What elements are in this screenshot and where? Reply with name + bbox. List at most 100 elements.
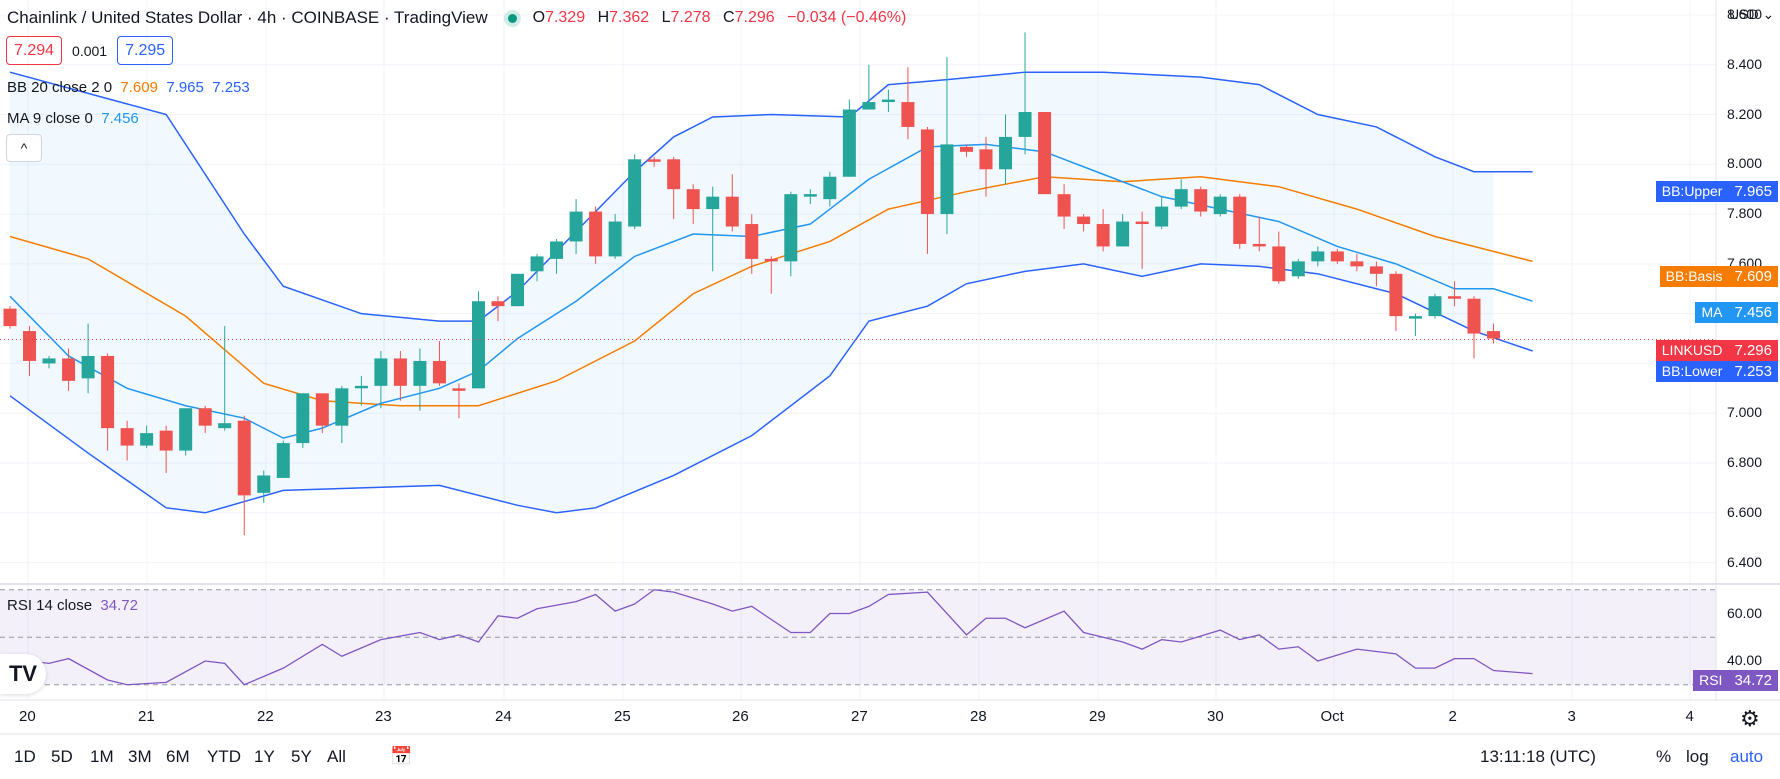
candle	[1213, 194, 1227, 217]
log-scale-button[interactable]: log	[1686, 747, 1709, 766]
candle-body	[81, 355, 95, 379]
price-tick-label: 6.400	[1726, 553, 1762, 570]
candle	[686, 184, 700, 225]
candle-body	[901, 102, 915, 127]
candle	[901, 67, 915, 140]
candle-body	[842, 109, 856, 177]
candle-body	[1311, 251, 1325, 262]
timeframe-button-1m[interactable]: 1M	[90, 747, 114, 766]
candle-body	[491, 301, 505, 307]
candle-body	[1467, 298, 1481, 334]
candle-body	[1135, 221, 1149, 225]
candle-body	[218, 423, 232, 429]
candle	[81, 323, 95, 394]
candle	[452, 383, 466, 419]
price-tick-label: 6.800	[1726, 454, 1762, 470]
candle-body	[1408, 316, 1422, 319]
candle	[569, 199, 583, 254]
timeframe-button-1d[interactable]: 1D	[14, 747, 36, 766]
ohlc-readout: O7.329 H7.362 L7.278 C7.296 −0.034 (−0.4…	[533, 9, 907, 27]
chevron-down-icon: ⌄	[1762, 6, 1775, 22]
collapse-legend-button[interactable]: ^	[6, 134, 42, 162]
candle	[511, 273, 525, 307]
timeframe-button-5d[interactable]: 5D	[51, 747, 73, 766]
auto-scale-button[interactable]: auto	[1730, 747, 1764, 766]
currency-selector[interactable]: USD ⌄	[1729, 6, 1774, 23]
candle-body	[764, 258, 778, 262]
time-tick-label: 3	[1567, 708, 1576, 725]
candle-body	[1447, 296, 1461, 299]
candle	[335, 385, 349, 444]
candle-body	[628, 159, 642, 227]
timeframe-button-all[interactable]: All	[327, 747, 346, 766]
candle	[1408, 313, 1422, 337]
price-tick-label: 8.600	[1726, 5, 1762, 22]
gear-icon[interactable]: ⚙	[1740, 706, 1760, 731]
candle-body	[999, 136, 1013, 170]
candle-body	[706, 196, 720, 210]
bb-legend[interactable]: BB 20 close 2 0 7.609 7.965 7.253	[7, 79, 250, 96]
candle	[862, 64, 876, 110]
candle	[296, 393, 310, 449]
high-label: H	[597, 9, 610, 26]
candle	[432, 341, 446, 386]
candle	[1038, 112, 1052, 195]
candle	[218, 326, 232, 431]
timeframe-button-6m[interactable]: 6M	[166, 747, 190, 766]
tradingview-logo-icon[interactable]: TV	[0, 654, 46, 694]
candle-body	[686, 189, 700, 210]
timeframe-button-3m[interactable]: 3M	[128, 747, 152, 766]
candle	[1311, 246, 1325, 267]
ma-tag-value: 7.456	[1728, 301, 1778, 323]
price-tick-label: 7.000	[1726, 404, 1762, 421]
candle	[374, 350, 388, 409]
time-tick-label: 28	[970, 708, 987, 725]
candle	[42, 355, 56, 369]
percent-scale-button[interactable]: %	[1656, 747, 1672, 766]
candle-body	[1018, 112, 1032, 137]
rsi-legend[interactable]: RSI 14 close 34.72	[7, 597, 138, 614]
change-value: −0.034 (−0.46%)	[787, 9, 907, 26]
candle-body	[1330, 251, 1344, 262]
candle	[257, 470, 271, 503]
bb-band-fill	[10, 72, 1494, 513]
candle	[608, 214, 622, 259]
candle	[784, 191, 798, 277]
candle	[823, 171, 837, 207]
candle-body	[511, 273, 525, 307]
time-tick-label: 25	[614, 708, 631, 725]
buy-button[interactable]: 7.295	[117, 36, 174, 65]
symbol-title[interactable]: Chainlink / United States Dollar · 4h · …	[7, 8, 488, 27]
price-tick-label: 6.600	[1726, 503, 1762, 520]
price-tick-label: 8.200	[1726, 105, 1762, 122]
time-tick-label: Oct	[1320, 708, 1344, 725]
timeframe-button-ytd[interactable]: YTD	[207, 747, 241, 766]
candle-body	[745, 224, 759, 259]
calendar-range-icon[interactable]: 📅	[390, 746, 413, 766]
candle-body	[315, 393, 329, 426]
candle	[959, 144, 973, 157]
rsi-tick-label: 60.00	[1726, 604, 1762, 621]
candle	[120, 420, 134, 461]
candle	[1389, 271, 1403, 332]
timeframe-button-1y[interactable]: 1Y	[254, 747, 275, 766]
bb-lower-line	[9, 263, 1533, 514]
candle-body	[1487, 331, 1501, 339]
ma-tag-label: MA	[1695, 301, 1729, 323]
candle	[198, 405, 212, 434]
candle	[1291, 258, 1305, 279]
candle-body	[1428, 296, 1442, 317]
clock[interactable]: 13:11:18 (UTC)	[1480, 747, 1596, 766]
market-status-icon[interactable]	[507, 13, 517, 23]
sell-button[interactable]: 7.294	[6, 36, 63, 65]
candle	[530, 253, 544, 282]
candle-body	[354, 385, 368, 389]
candle-body	[1291, 261, 1305, 277]
timeframe-button-5y[interactable]: 5Y	[291, 747, 312, 766]
candle-body	[1057, 194, 1071, 217]
ma-legend[interactable]: MA 9 close 0 7.456	[7, 110, 139, 127]
rsi-tag: RSI 34.72	[1693, 669, 1778, 691]
candle	[1369, 261, 1383, 287]
bb-lower-tag: BB:Lower 7.253	[1655, 360, 1778, 382]
